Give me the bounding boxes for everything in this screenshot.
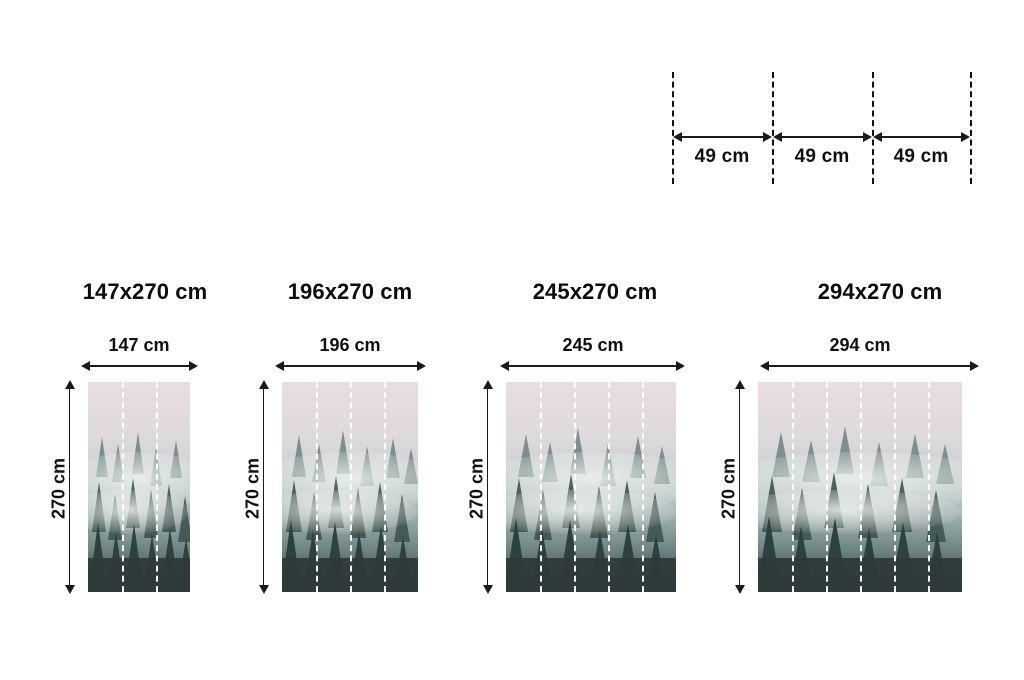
forest-artwork bbox=[506, 382, 676, 592]
size-option-4-height-label: 270 cm bbox=[718, 457, 739, 520]
width-arrow-head-right bbox=[970, 361, 979, 371]
size-option-4-height-line bbox=[739, 388, 740, 586]
width-arrow-head-left bbox=[500, 361, 509, 371]
size-option-1-width-arrow bbox=[89, 365, 189, 367]
strip-width-label-3: 49 cm bbox=[893, 146, 949, 167]
size-option-1-height-line bbox=[69, 388, 70, 586]
height-arrow-head-down bbox=[483, 585, 493, 594]
size-option-2-width-label: 196 cm bbox=[319, 335, 381, 355]
size-option-3-height-line bbox=[487, 388, 488, 586]
height-arrow-head-up bbox=[259, 380, 269, 389]
wallpaper-preview-3[interactable] bbox=[506, 382, 676, 592]
size-option-3-width-arrow bbox=[508, 365, 676, 367]
width-arrow-head-right bbox=[189, 361, 198, 371]
strip-width-label-1: 49 cm bbox=[694, 146, 750, 167]
size-option-2-height-line bbox=[263, 388, 264, 586]
wallpaper-preview-2[interactable] bbox=[282, 382, 418, 592]
forest-artwork bbox=[282, 382, 418, 592]
height-arrow-head-down bbox=[735, 585, 745, 594]
height-arrow-head-down bbox=[259, 585, 269, 594]
size-option-4-width-arrow bbox=[768, 365, 970, 367]
width-arrow-head-left bbox=[275, 361, 284, 371]
forest-artwork bbox=[88, 382, 190, 592]
height-arrow-head-up bbox=[483, 380, 493, 389]
width-arrow-head-left bbox=[81, 361, 90, 371]
width-arrow-head-left bbox=[760, 361, 769, 371]
wallpaper-preview-1[interactable] bbox=[88, 382, 190, 592]
strip-width-label-2: 49 cm bbox=[794, 146, 850, 167]
size-option-3-height-label: 270 cm bbox=[466, 457, 487, 520]
width-arrow-head-right bbox=[676, 361, 685, 371]
height-arrow-head-down bbox=[65, 585, 75, 594]
height-arrow-head-up bbox=[735, 380, 745, 389]
size-option-3-title: 245x270 cm bbox=[532, 279, 658, 304]
strip-dash-line-4 bbox=[970, 72, 972, 184]
width-arrow-head-right bbox=[417, 361, 426, 371]
size-option-3-width-label: 245 cm bbox=[562, 335, 624, 355]
size-option-1-height-label: 270 cm bbox=[48, 457, 69, 520]
size-option-4-title: 294x270 cm bbox=[817, 279, 943, 304]
height-arrow-head-up bbox=[65, 380, 75, 389]
size-option-4-width-label: 294 cm bbox=[829, 335, 891, 355]
size-option-2-width-arrow bbox=[283, 365, 417, 367]
size-option-2-height-label: 270 cm bbox=[242, 457, 263, 520]
size-option-1-title: 147x270 cm bbox=[82, 279, 208, 304]
size-option-1-width-label: 147 cm bbox=[108, 335, 170, 355]
wallpaper-preview-4[interactable] bbox=[758, 382, 962, 592]
size-option-2-title: 196x270 cm bbox=[287, 279, 413, 304]
forest-artwork bbox=[758, 382, 962, 592]
strip-dash-line-2 bbox=[772, 72, 774, 184]
strip-dash-line-3 bbox=[872, 72, 874, 184]
strip-dash-line-1 bbox=[672, 72, 674, 184]
